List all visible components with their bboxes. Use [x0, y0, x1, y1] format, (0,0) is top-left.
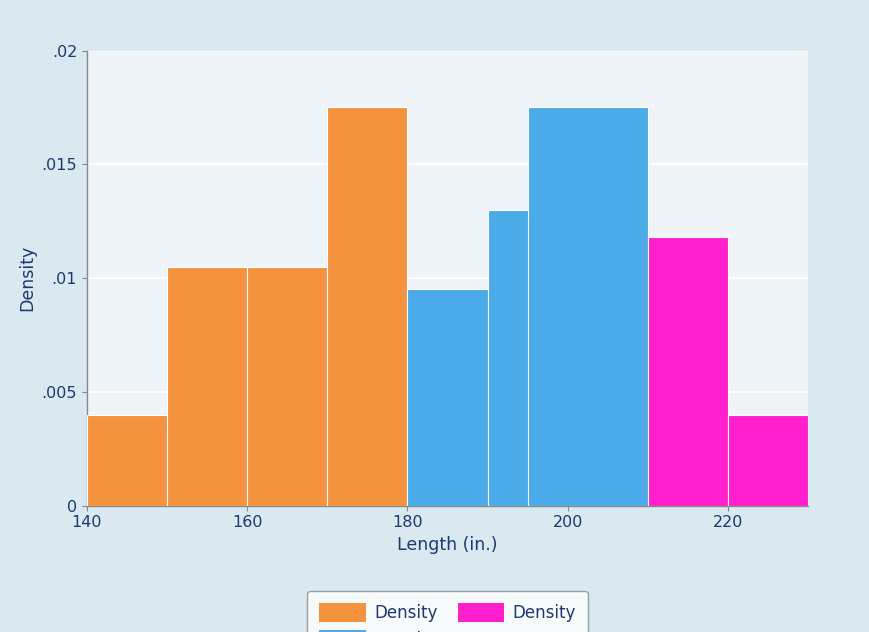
- Bar: [408, 289, 488, 506]
- Bar: [728, 415, 808, 506]
- Bar: [247, 267, 328, 506]
- Legend: Density, Density, Density: Density, Density, Density: [308, 591, 587, 632]
- X-axis label: Length (in.): Length (in.): [397, 536, 498, 554]
- Bar: [167, 267, 247, 506]
- Bar: [328, 107, 408, 506]
- Bar: [87, 415, 167, 506]
- Bar: [648, 237, 728, 506]
- Bar: [488, 210, 567, 506]
- Y-axis label: Density: Density: [18, 245, 36, 311]
- Bar: [527, 107, 648, 506]
